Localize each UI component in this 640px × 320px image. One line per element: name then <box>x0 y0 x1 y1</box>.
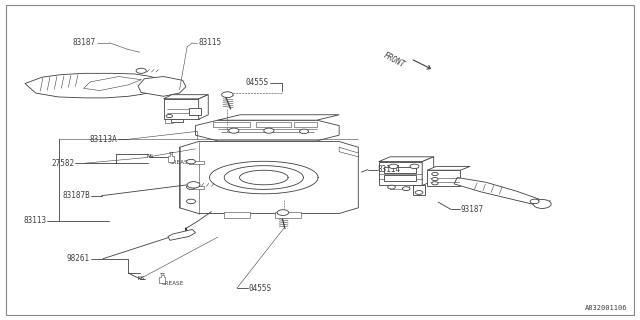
Circle shape <box>530 199 539 204</box>
Circle shape <box>136 68 147 73</box>
Polygon shape <box>379 157 434 162</box>
Polygon shape <box>294 123 317 126</box>
Text: 83114: 83114 <box>378 165 401 174</box>
Circle shape <box>264 128 274 133</box>
Polygon shape <box>224 212 250 218</box>
Text: 27582: 27582 <box>51 159 74 168</box>
Circle shape <box>403 187 410 191</box>
Polygon shape <box>171 119 182 123</box>
Circle shape <box>388 185 396 189</box>
Polygon shape <box>164 95 208 99</box>
Polygon shape <box>189 186 204 189</box>
Polygon shape <box>379 162 422 186</box>
Polygon shape <box>25 73 164 98</box>
Circle shape <box>432 172 438 176</box>
Text: NS: NS <box>138 276 145 281</box>
Polygon shape <box>168 229 195 240</box>
Polygon shape <box>390 186 410 189</box>
Circle shape <box>186 199 195 204</box>
Polygon shape <box>168 154 174 162</box>
Circle shape <box>186 159 195 164</box>
Circle shape <box>166 115 173 118</box>
Circle shape <box>533 199 551 208</box>
FancyBboxPatch shape <box>384 175 416 181</box>
Circle shape <box>410 164 419 169</box>
Text: A832001106: A832001106 <box>586 305 628 311</box>
Polygon shape <box>413 186 426 195</box>
Polygon shape <box>218 115 339 120</box>
Polygon shape <box>179 141 358 213</box>
Circle shape <box>221 92 233 98</box>
Text: 83115: 83115 <box>198 38 222 47</box>
Polygon shape <box>198 95 208 119</box>
Circle shape <box>389 164 398 169</box>
Text: 0455S: 0455S <box>246 78 269 87</box>
Polygon shape <box>454 178 542 205</box>
Polygon shape <box>256 122 291 126</box>
Polygon shape <box>428 170 461 186</box>
Text: 83113: 83113 <box>24 216 47 225</box>
Polygon shape <box>422 157 434 186</box>
Circle shape <box>415 191 423 195</box>
Text: 0455S: 0455S <box>248 284 271 292</box>
Text: NS: NS <box>147 154 154 159</box>
Text: 98261: 98261 <box>67 254 90 263</box>
Circle shape <box>228 128 239 133</box>
Text: GREASE: GREASE <box>170 160 193 165</box>
Circle shape <box>186 185 195 189</box>
Polygon shape <box>159 275 166 283</box>
Polygon shape <box>164 99 198 119</box>
Polygon shape <box>339 147 358 157</box>
Text: FRONT: FRONT <box>382 51 407 69</box>
Circle shape <box>300 129 308 133</box>
Circle shape <box>277 210 289 215</box>
Polygon shape <box>275 212 301 218</box>
Polygon shape <box>195 120 339 141</box>
FancyBboxPatch shape <box>189 108 200 116</box>
Circle shape <box>432 182 438 185</box>
Polygon shape <box>189 161 204 164</box>
Circle shape <box>187 182 200 188</box>
Polygon shape <box>428 166 470 170</box>
FancyBboxPatch shape <box>384 167 416 173</box>
Text: GREASE: GREASE <box>162 281 184 286</box>
Text: 83187B: 83187B <box>62 191 90 200</box>
Text: 83113A: 83113A <box>89 135 117 144</box>
Polygon shape <box>138 76 186 96</box>
Polygon shape <box>212 122 250 126</box>
Text: 83187: 83187 <box>72 38 95 47</box>
Text: 93187: 93187 <box>461 205 484 214</box>
Circle shape <box>432 178 438 181</box>
